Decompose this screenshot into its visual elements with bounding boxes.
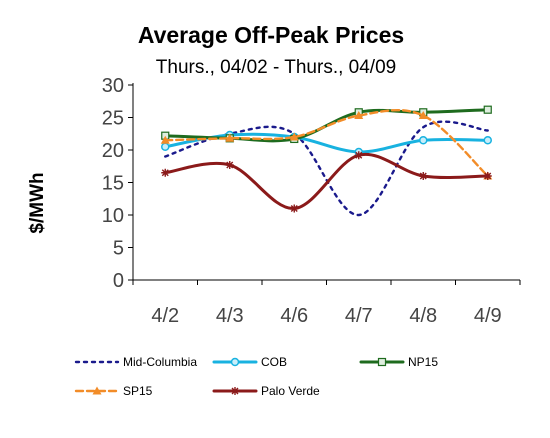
series-line-cob — [163, 132, 490, 154]
data-point-cob — [161, 142, 170, 151]
legend-marker-palo-verde — [231, 387, 239, 395]
data-point-sp15 — [225, 133, 235, 142]
data-point-palo-verde — [225, 160, 234, 169]
series-line-palo-verde — [163, 152, 490, 211]
data-point-palo-verde — [161, 168, 170, 177]
data-point-sp15 — [418, 111, 428, 120]
x-tick-label: 4/7 — [345, 305, 373, 327]
legend-item-palo-verde: Palo Verde — [212, 384, 320, 398]
data-point-sp15 — [289, 132, 299, 141]
data-point-cob — [419, 136, 428, 145]
x-tick-label: 4/3 — [216, 305, 244, 327]
data-point-palo-verde — [419, 172, 428, 180]
y-tick-label: 25 — [102, 108, 124, 130]
data-point-sp15 — [354, 111, 364, 120]
legend-marker-cob — [230, 357, 240, 367]
x-tick-label: 4/6 — [280, 305, 308, 327]
legend-marker-sp15 — [92, 386, 102, 395]
data-point-np15 — [483, 105, 492, 114]
y-tick-label: 30 — [102, 75, 124, 97]
y-tick-label: 5 — [113, 238, 124, 260]
data-point-palo-verde — [354, 151, 363, 160]
chart-title: Average Off-Peak Prices — [138, 22, 404, 48]
x-tick-label: 4/9 — [474, 305, 502, 327]
legend-label-mid-columbia: Mid-Columbia — [123, 355, 197, 369]
legend-label-cob: COB — [261, 355, 287, 369]
series-line-mid-columbia — [164, 120, 489, 217]
legend-item-mid-columbia: Mid-Columbia — [74, 355, 197, 369]
data-point-palo-verde — [483, 172, 492, 180]
legend-item-np15: NP15 — [359, 355, 438, 369]
y-axis-label: $/MWh — [27, 172, 48, 233]
data-point-cob — [483, 136, 492, 145]
legend-label-palo-verde: Palo Verde — [261, 384, 320, 398]
y-tick-label: 15 — [102, 173, 124, 195]
series-cob — [161, 130, 492, 157]
legend-marker-np15 — [377, 357, 387, 367]
series-layer — [160, 105, 493, 217]
y-tick-label: 20 — [102, 140, 124, 162]
legend-item-sp15: SP15 — [74, 384, 153, 398]
y-tick-label: 0 — [113, 270, 124, 292]
legend-label-sp15: SP15 — [123, 384, 153, 398]
series-palo-verde — [161, 151, 492, 213]
series-np15 — [161, 105, 492, 144]
data-point-palo-verde — [290, 204, 299, 213]
series-line-sp15 — [164, 109, 489, 178]
data-point-sp15 — [160, 135, 170, 144]
legend-item-cob: COB — [212, 355, 287, 369]
y-tick-label: 10 — [102, 205, 124, 227]
legend: Mid-Columbia COB NP15 SP15 Palo Verde — [74, 355, 438, 398]
x-tick-label: 4/8 — [409, 305, 437, 327]
axes: 0 5 10 15 20 25 30 4/2 4/3 4/6 4/7 4/8 4/9 — [102, 75, 521, 327]
legend-label-np15: NP15 — [408, 355, 438, 369]
series-mid-columbia — [164, 120, 489, 217]
chart-subtitle: Thurs., 04/02 - Thurs., 04/09 — [156, 57, 396, 78]
x-tick-label: 4/2 — [151, 305, 179, 327]
